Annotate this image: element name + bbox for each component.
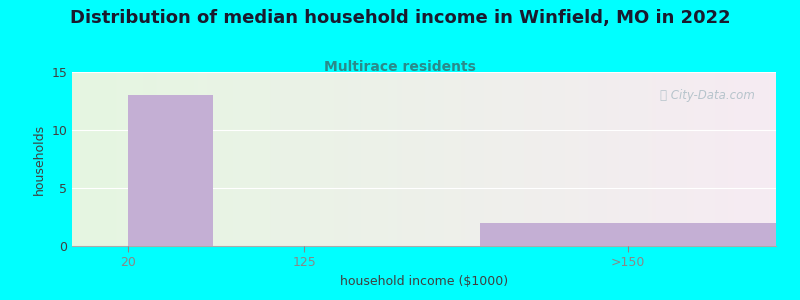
Bar bbox=[480, 223, 776, 246]
X-axis label: household income ($1000): household income ($1000) bbox=[340, 275, 508, 288]
Bar bbox=[128, 95, 213, 246]
Text: Multirace residents: Multirace residents bbox=[324, 60, 476, 74]
Y-axis label: households: households bbox=[33, 123, 46, 195]
Text: ⓘ City-Data.com: ⓘ City-Data.com bbox=[660, 89, 755, 102]
Text: Distribution of median household income in Winfield, MO in 2022: Distribution of median household income … bbox=[70, 9, 730, 27]
